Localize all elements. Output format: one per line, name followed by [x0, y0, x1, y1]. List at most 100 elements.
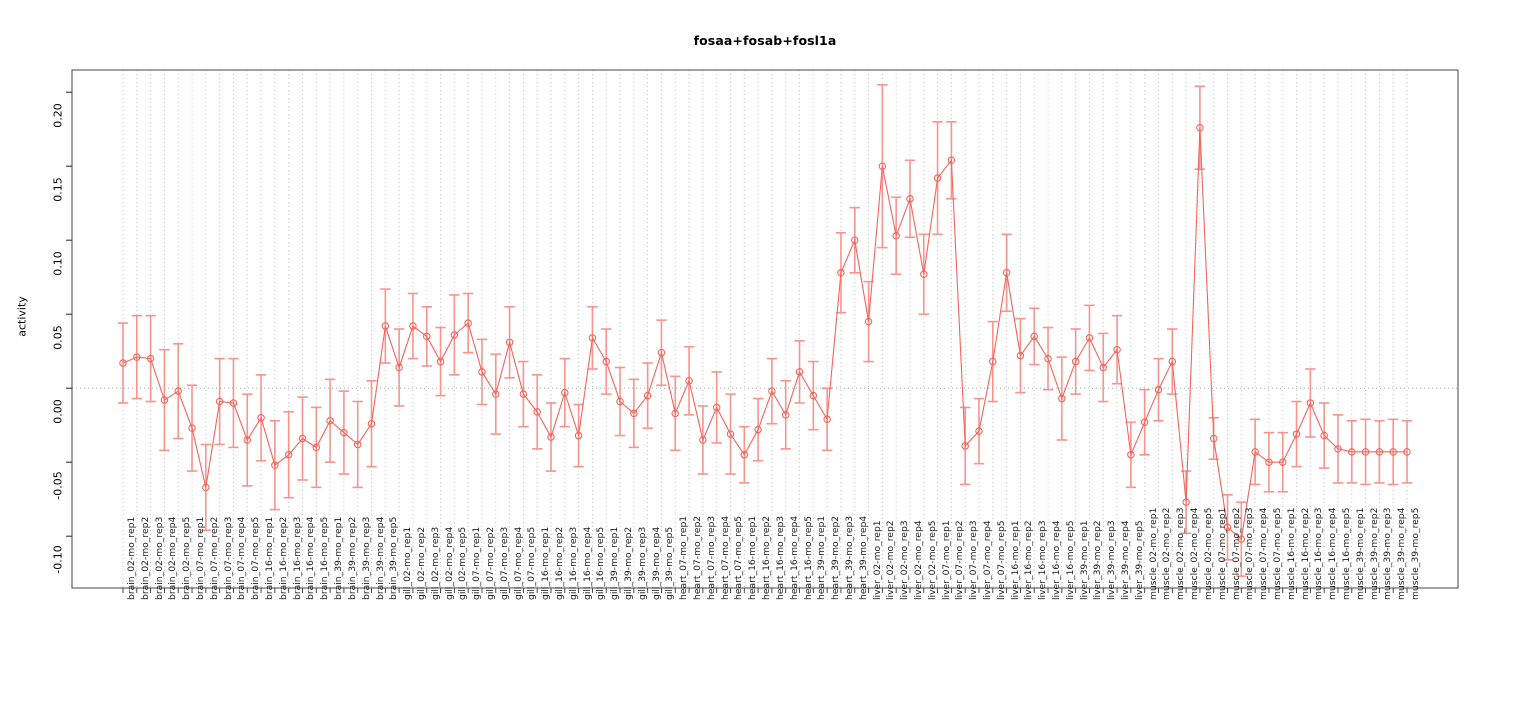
- x-tick-label: gill_02-mo_rep3: [429, 526, 441, 600]
- x-tick-label: brain_39-mo_rep4: [374, 516, 386, 600]
- data-point: [616, 397, 624, 406]
- series-connector-line: [122, 127, 1407, 541]
- x-tick-label: heart_39-mo_rep4: [857, 515, 869, 600]
- data-point: [519, 390, 528, 398]
- x-tick-label: brain_16-mo_rep3: [291, 516, 303, 600]
- data-point: [795, 368, 804, 376]
- x-tick-label: muscle_02-mo_rep4: [1189, 507, 1201, 601]
- data-point: [892, 232, 900, 240]
- x-tick-label: heart_39-mo_rep2: [830, 515, 842, 600]
- x-tick-label: gill_39-mo_rep5: [664, 526, 676, 600]
- x-tick-label: brain_39-mo_rep3: [360, 516, 372, 600]
- y-tick-label: 0.05: [51, 325, 65, 350]
- data-point: [1016, 351, 1025, 360]
- x-tick-label: liver_39-mo_rep2: [1092, 520, 1104, 600]
- x-tick-label: gill_02-mo_rep1: [402, 526, 414, 600]
- x-tick-label: muscle_39-mo_rep2: [1368, 507, 1380, 601]
- x-tick-label: gill_02-mo_rep4: [443, 526, 455, 600]
- y-tick-label: 0.20: [51, 103, 65, 128]
- data-point: [1002, 269, 1011, 277]
- x-tick-label: liver_39-mo_rep4: [1120, 520, 1132, 600]
- x-tick-label: heart_39-mo_rep1: [816, 515, 828, 600]
- x-tick-label: brain_16-mo_rep4: [305, 516, 317, 600]
- data-point: [1099, 363, 1108, 372]
- x-tick-label: muscle_39-mo_rep3: [1382, 507, 1394, 601]
- data-point: [409, 322, 417, 330]
- data-point: [1058, 394, 1066, 403]
- data-point: [381, 322, 390, 330]
- x-tick-label: brain_02-mo_rep5: [181, 516, 193, 600]
- data-point: [1403, 448, 1411, 456]
- x-tick-label: gill_16-mo_rep4: [581, 526, 593, 600]
- x-tick-label: liver_02-mo_rep5: [926, 520, 938, 600]
- x-tick-label: brain_07-mo_rep5: [250, 516, 262, 600]
- x-tick-label: muscle_16-mo_rep1: [1285, 507, 1297, 601]
- x-axis-ticks: [122, 588, 1408, 593]
- x-tick-label: muscle_39-mo_rep5: [1410, 507, 1421, 601]
- x-tick-label: gill_07-mo_rep1: [471, 526, 483, 600]
- data-point: [1320, 431, 1328, 440]
- x-tick-label: liver_16-mo_rep3: [1037, 520, 1049, 600]
- data-point: [712, 403, 721, 412]
- data-point: [1113, 345, 1121, 354]
- x-tick-label: brain_02-mo_rep2: [139, 516, 151, 600]
- data-point: [989, 357, 997, 366]
- x-tick-label: brain_39-mo_rep1: [333, 516, 345, 600]
- x-tick-label: gill_07-mo_rep3: [498, 526, 510, 600]
- data-point: [450, 331, 459, 339]
- x-tick-label: gill_07-mo_rep5: [526, 526, 538, 600]
- x-tick-label: liver_02-mo_rep2: [885, 520, 897, 600]
- data-point: [768, 387, 776, 395]
- page-title: fosaa+fosab+fosl1a: [693, 33, 837, 48]
- x-tick-label: liver_16-mo_rep4: [1051, 520, 1063, 600]
- y-tick-label: -0.05: [51, 471, 65, 500]
- data-point: [1348, 448, 1356, 456]
- x-tick-label: muscle_16-mo_rep2: [1299, 507, 1311, 601]
- x-tick-label: liver_39-mo_rep5: [1133, 520, 1145, 600]
- data-point: [1223, 523, 1232, 532]
- data-point: [933, 174, 942, 182]
- x-tick-label: liver_07-mo_rep2: [954, 520, 966, 600]
- data-point: [685, 377, 693, 385]
- data-point: [1182, 498, 1190, 506]
- data-point: [174, 387, 182, 395]
- data-point: [298, 434, 307, 443]
- data-point: [1334, 445, 1342, 453]
- data-point: [602, 357, 610, 366]
- data-point: [533, 408, 541, 416]
- x-tick-label: heart_39-mo_rep3: [843, 515, 855, 600]
- x-tick-label: brain_07-mo_rep4: [236, 516, 248, 600]
- data-point: [1278, 458, 1287, 466]
- data-point: [505, 338, 514, 347]
- x-tick-label: muscle_16-mo_rep3: [1313, 507, 1325, 601]
- x-tick-label: muscle_39-mo_rep4: [1396, 507, 1408, 601]
- data-point: [436, 357, 445, 366]
- data-point: [1168, 357, 1177, 366]
- x-tick-label: brain_07-mo_rep1: [195, 516, 207, 600]
- x-tick-label: muscle_07-mo_rep4: [1258, 507, 1270, 601]
- y-tick-label: -0.10: [51, 545, 65, 574]
- x-tick-label: muscle_07-mo_rep5: [1271, 507, 1283, 601]
- x-tick-label: liver_39-mo_rep3: [1106, 520, 1118, 600]
- x-tick-label: gill_39-mo_rep4: [650, 526, 662, 600]
- data-point: [133, 353, 141, 361]
- data-point: [492, 390, 500, 398]
- data-point: [754, 425, 762, 434]
- data-point: [574, 431, 583, 440]
- x-tick-label: liver_02-mo_rep3: [899, 520, 911, 600]
- x-tick-label: muscle_02-mo_rep3: [1175, 507, 1187, 601]
- data-point: [961, 442, 969, 450]
- x-tick-label: heart_07-mo_rep4: [719, 515, 731, 600]
- data-point: [726, 430, 735, 438]
- data-point: [864, 317, 873, 326]
- data-point: [202, 483, 210, 492]
- data-point: [1030, 332, 1038, 341]
- x-tick-label: liver_07-mo_rep4: [982, 520, 993, 600]
- data-point: [1085, 334, 1094, 342]
- data-point: [1375, 448, 1384, 456]
- x-tick-label: gill_39-mo_rep1: [609, 526, 621, 600]
- data-point: [243, 436, 252, 444]
- x-tick-label: gill_07-mo_rep4: [512, 526, 524, 600]
- x-tick-label: heart_16-mo_rep2: [761, 515, 773, 600]
